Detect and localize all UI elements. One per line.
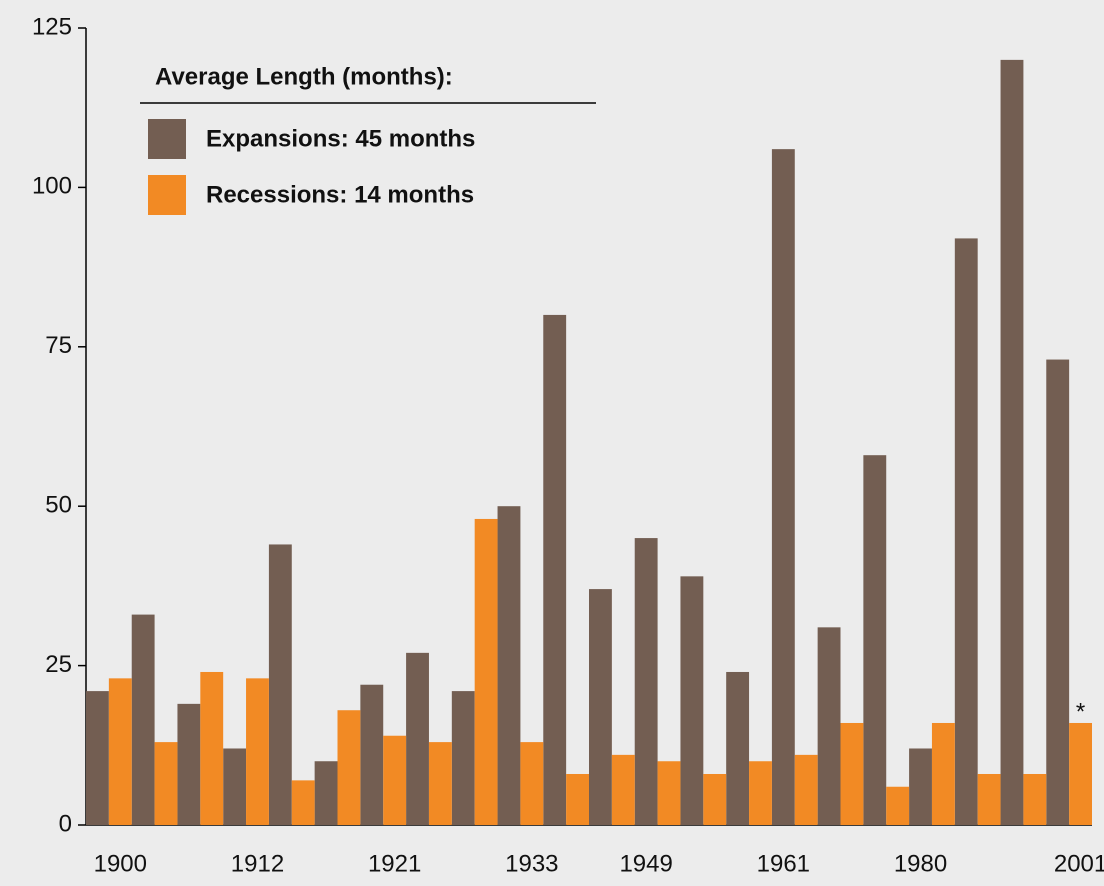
bar <box>749 761 772 825</box>
bar <box>794 754 818 825</box>
x-tick-label: 1933 <box>505 850 558 877</box>
bar <box>131 614 155 825</box>
bar <box>406 652 429 825</box>
annotation: * <box>1076 698 1085 725</box>
bar <box>520 742 544 825</box>
y-tick-label: 0 <box>59 810 72 837</box>
bar <box>108 678 132 825</box>
y-tick-label: 50 <box>45 492 72 519</box>
x-tick-label: 1961 <box>757 850 810 877</box>
bar <box>840 722 864 825</box>
y-tick-label: 25 <box>45 651 72 678</box>
bar <box>817 627 841 825</box>
bar <box>291 780 315 825</box>
legend-title: Average Length (months): <box>155 63 453 90</box>
bar <box>1000 59 1024 825</box>
bar <box>428 742 452 825</box>
bar <box>543 314 567 825</box>
bar <box>246 678 269 825</box>
bar <box>154 742 178 825</box>
bar <box>86 691 109 825</box>
bar <box>360 684 384 825</box>
bar <box>589 589 612 825</box>
x-tick-label: 1921 <box>368 850 421 877</box>
legend-label: Expansions: 45 months <box>206 125 475 152</box>
x-tick-label: 1900 <box>94 850 147 877</box>
y-tick-label: 125 <box>32 13 72 40</box>
bar <box>657 761 681 825</box>
legend-label: Recessions: 14 months <box>206 181 474 208</box>
bar <box>931 722 955 825</box>
bar <box>954 238 978 825</box>
bar <box>863 455 887 825</box>
bar <box>1069 722 1092 825</box>
bar <box>497 506 521 825</box>
y-tick-label: 100 <box>32 173 72 200</box>
bar <box>223 748 247 825</box>
bar <box>680 576 704 825</box>
bar <box>268 544 292 825</box>
bar <box>1046 359 1070 825</box>
bar <box>703 773 727 825</box>
bar <box>909 748 932 825</box>
x-tick-label: 1912 <box>231 850 284 877</box>
bar <box>977 773 1001 825</box>
bar <box>634 538 658 825</box>
bar <box>337 710 361 825</box>
bar <box>314 761 338 825</box>
x-tick-label: 2001 <box>1054 850 1104 877</box>
legend-swatch <box>148 175 186 215</box>
bar <box>383 735 407 825</box>
legend-swatch <box>148 119 186 159</box>
bar <box>1023 773 1047 825</box>
y-tick-label: 75 <box>45 332 72 359</box>
bar <box>611 754 635 825</box>
bar <box>726 671 750 825</box>
bar <box>566 773 589 825</box>
bar <box>177 703 201 825</box>
bar <box>474 518 498 825</box>
bar <box>886 786 910 825</box>
x-tick-label: 1949 <box>619 850 672 877</box>
bar <box>451 691 475 825</box>
x-tick-label: 1980 <box>894 850 947 877</box>
bar <box>200 671 224 825</box>
bar <box>771 149 795 826</box>
